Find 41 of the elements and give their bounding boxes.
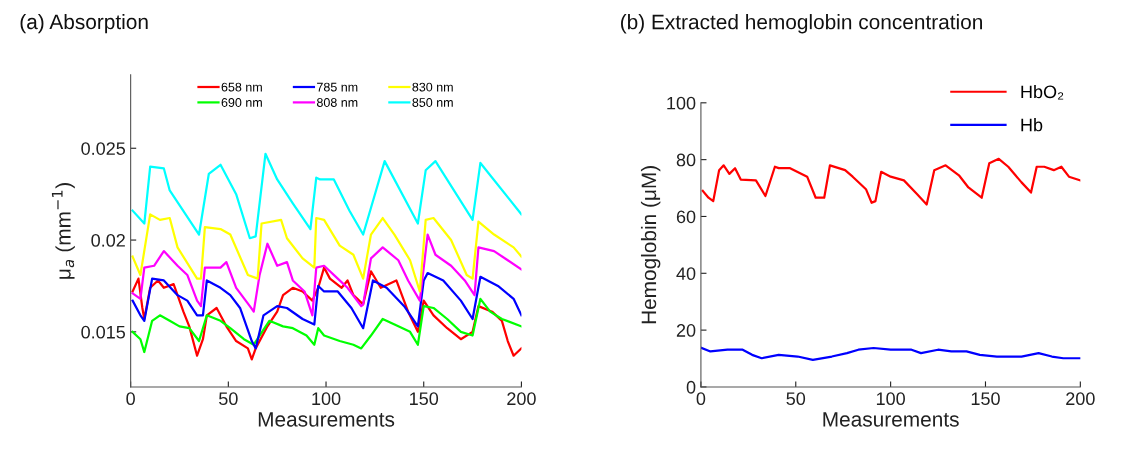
line-series	[701, 157, 1081, 206]
x-tick-label: 0	[696, 392, 706, 406]
legend-label: 658 nm	[221, 82, 262, 92]
x-tick-label: 0	[126, 392, 135, 406]
line-series	[131, 297, 522, 354]
y-tick-label: 0.02	[91, 233, 125, 247]
x-axis-title: Measurements	[258, 412, 395, 427]
y-tick-label: 20	[676, 324, 696, 337]
x-tick-label: 100	[876, 392, 905, 406]
x-axis-title: Measurements	[823, 412, 959, 427]
y-tick-label: 0.025	[81, 142, 126, 155]
legend-label: 850 nm	[412, 98, 453, 107]
x-tick-label: 50	[219, 392, 238, 406]
y-axis-title: μ$_{a}$ (mm$^{−1}$)	[51, 183, 75, 279]
y-tick-label: 0	[686, 380, 696, 394]
legend-label: 808 nm	[316, 98, 358, 107]
x-tick-label: 200	[1066, 392, 1095, 406]
x-tick-label: 50	[786, 392, 806, 406]
line-series	[700, 346, 1081, 362]
line-series	[131, 233, 522, 317]
x-tick-label: 200	[507, 392, 536, 406]
legend-label: 830 nm	[412, 82, 453, 92]
x-tick-label: 100	[312, 392, 341, 406]
y-tick-label: 60	[676, 210, 696, 224]
legend-label: 690 nm	[221, 98, 262, 107]
y-tick-label: 0.015	[81, 325, 126, 339]
y-tick-label: 40	[676, 267, 696, 281]
line-series	[131, 266, 522, 361]
x-tick-label: 150	[410, 392, 439, 406]
line-series	[131, 152, 522, 240]
x-tick-label: 150	[971, 392, 1000, 406]
legend-label: Hb	[1021, 118, 1043, 132]
legend-label: HbO₂	[1021, 84, 1064, 100]
line-series	[131, 271, 522, 350]
y-tick-label: 100	[667, 96, 696, 110]
line-series	[131, 213, 522, 293]
y-tick-label: 80	[676, 153, 696, 167]
legend-label: 785 nm	[317, 82, 358, 92]
chart-title: (a) Absorption	[20, 13, 148, 34]
chart-title: (b) Extracted hemoglobin concentration	[621, 14, 982, 34]
y-axis-title: Hemoglobin (μM)	[640, 166, 661, 324]
